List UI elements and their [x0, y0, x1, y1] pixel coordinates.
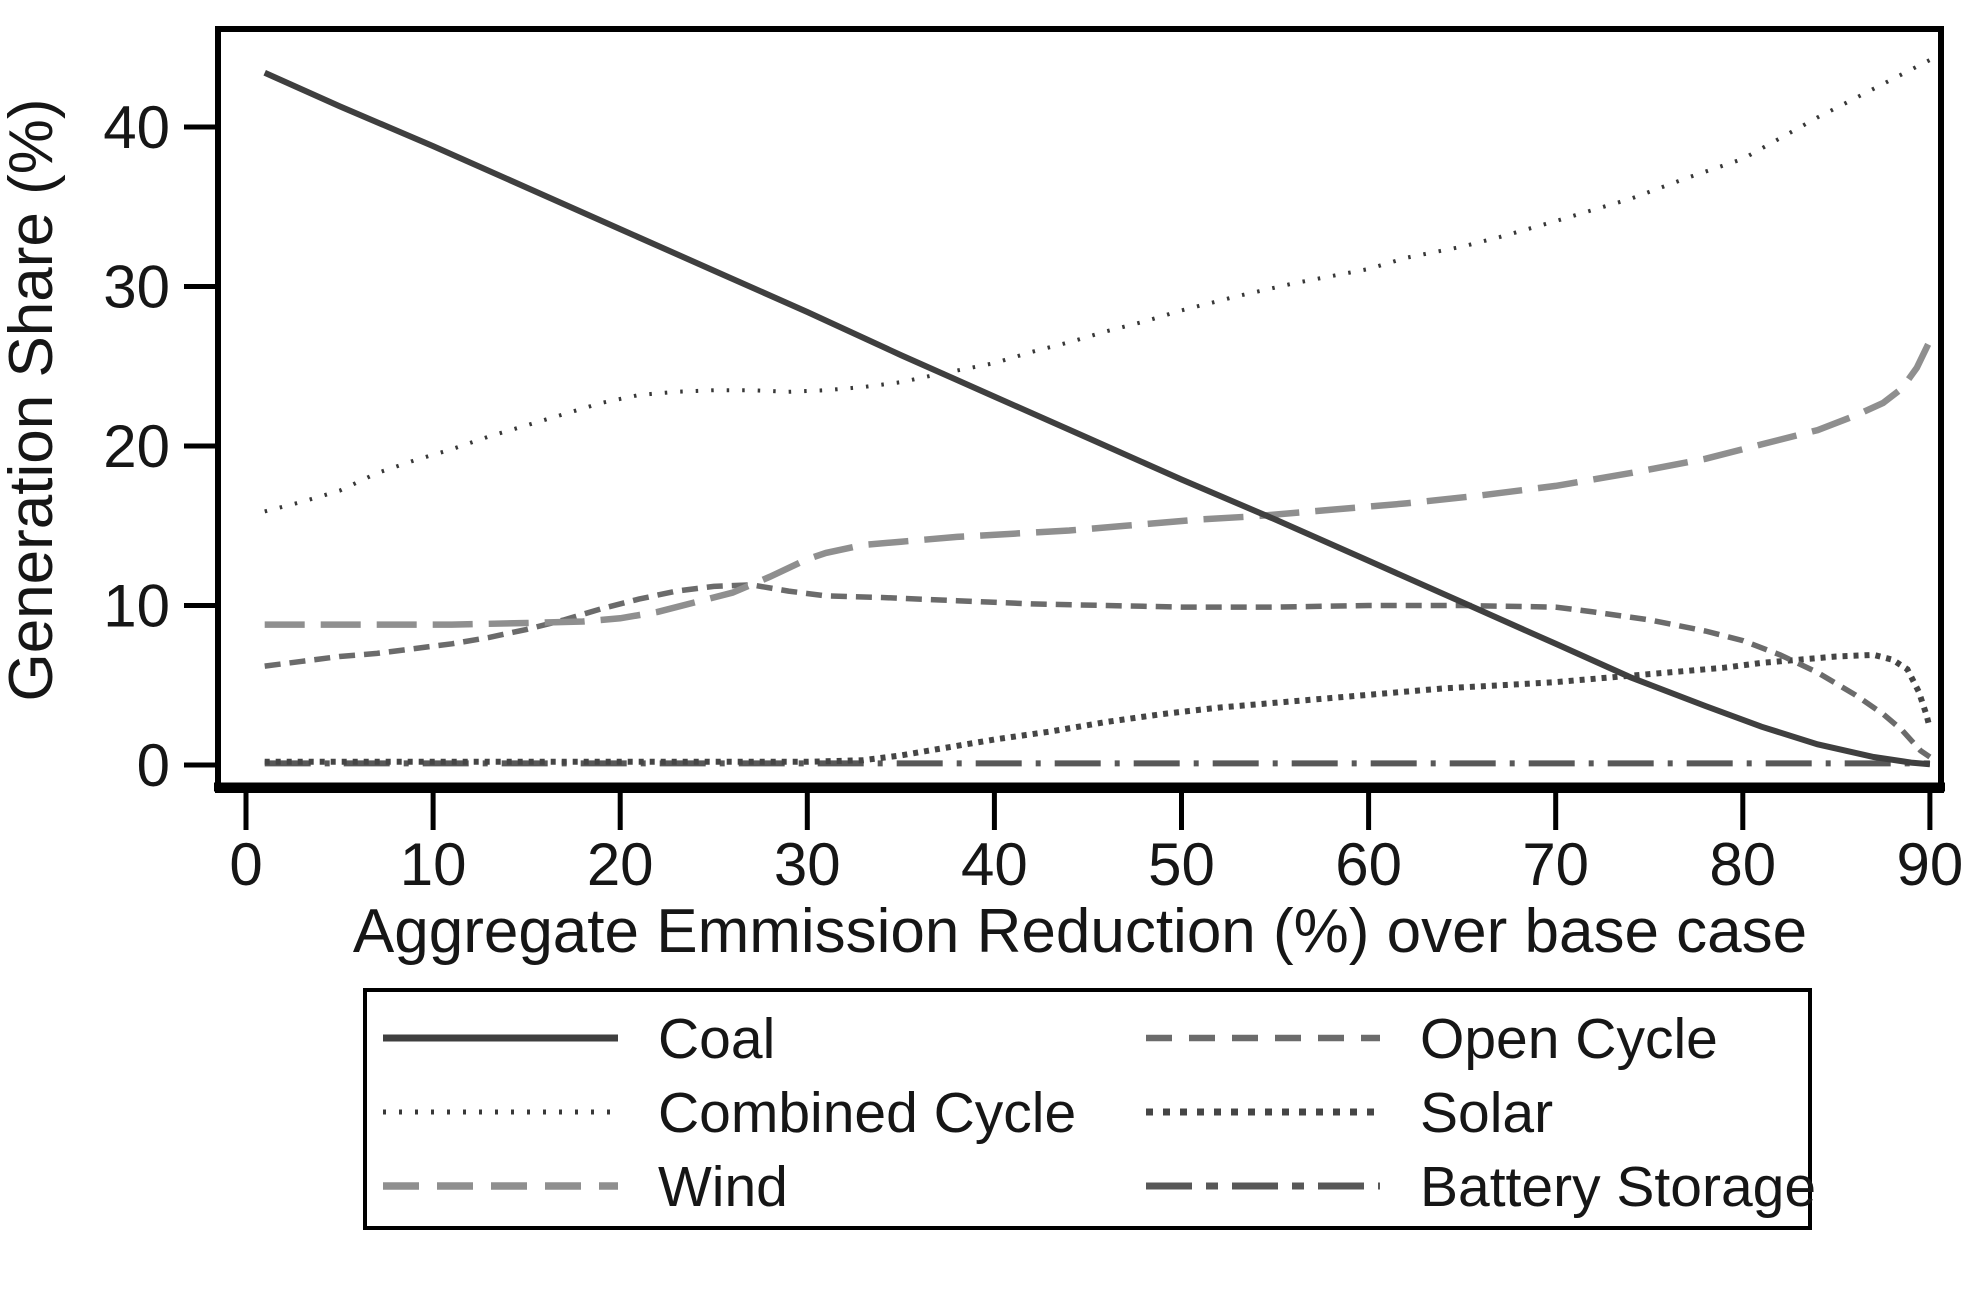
legend-label-wind: Wind — [658, 1155, 788, 1219]
x-tick-label: 20 — [587, 831, 654, 898]
legend-label-open-cycle: Open Cycle — [1420, 1007, 1718, 1071]
series-line-wind — [264, 339, 1933, 628]
y-tick-label: 0 — [137, 732, 170, 799]
x-tick-label: 80 — [1709, 831, 1776, 898]
y-tick-label: 30 — [103, 254, 170, 321]
x-tick-label: 0 — [229, 831, 262, 898]
x-tick-label: 30 — [774, 831, 841, 898]
legend-label-coal: Coal — [658, 1007, 775, 1071]
x-tick-label: 70 — [1522, 831, 1589, 898]
legend-label-solar: Solar — [1420, 1081, 1553, 1145]
legend-label-battery-storage: Battery Storage — [1420, 1155, 1816, 1219]
plot-border — [215, 26, 1944, 793]
x-axis-title: Aggregate Emmission Reduction (%) over b… — [353, 897, 1807, 966]
y-tick-label: 10 — [103, 573, 170, 640]
legend-label-combined-cycle: Combined Cycle — [658, 1081, 1076, 1145]
x-tick-label: 90 — [1897, 831, 1964, 898]
y-axis-title: Generation Share (%) — [0, 98, 66, 701]
y-tick-label: 20 — [103, 413, 170, 480]
x-tick-label: 50 — [1148, 831, 1215, 898]
series-line-combined-cycle — [264, 58, 1931, 514]
x-tick-label: 40 — [961, 831, 1028, 898]
series-line-solar — [264, 651, 1933, 765]
x-tick-label: 60 — [1335, 831, 1402, 898]
x-tick-label: 10 — [400, 831, 467, 898]
y-tick-label: 40 — [103, 94, 170, 161]
series-line-coal — [263, 70, 1931, 768]
series-line-open-cycle — [264, 582, 1932, 760]
